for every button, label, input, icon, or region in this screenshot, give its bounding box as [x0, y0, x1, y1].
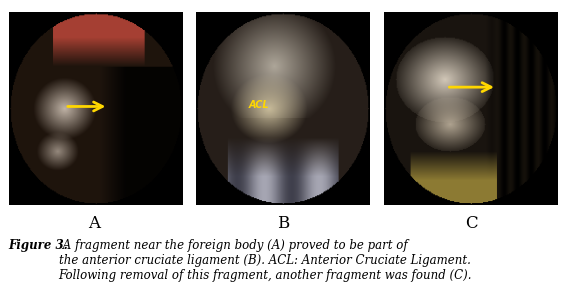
- Text: B: B: [277, 215, 290, 232]
- Text: A: A: [88, 215, 100, 232]
- Text: ACL: ACL: [248, 100, 269, 110]
- Text: A fragment near the foreign body (A) proved to be part of
the anterior cruciate : A fragment near the foreign body (A) pro…: [59, 239, 472, 282]
- Text: Figure 3.: Figure 3.: [9, 239, 68, 252]
- Text: C: C: [465, 215, 477, 232]
